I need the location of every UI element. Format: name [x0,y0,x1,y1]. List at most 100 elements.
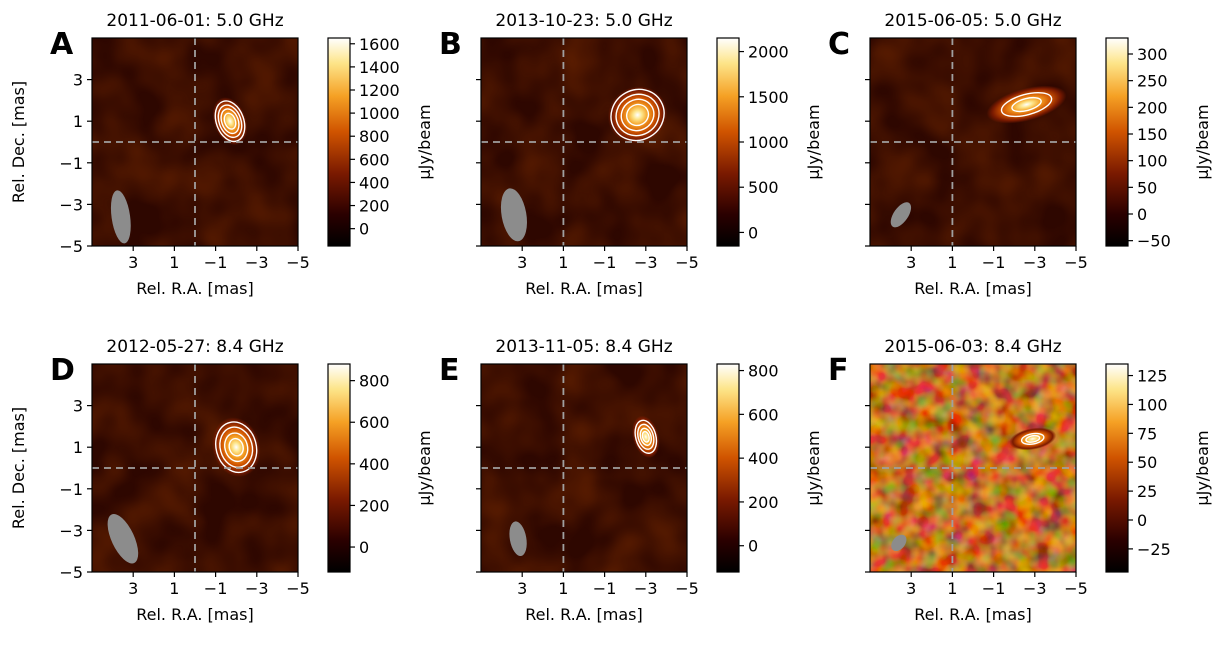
x-tick-label: 3 [128,253,138,272]
y-axis-label: Rel. Dec. [mas] [9,407,28,529]
x-tick-label: −5 [286,579,310,598]
colorbar [328,38,350,246]
colorbar-label: μJy/beam [804,104,823,179]
x-tick-label: 1 [169,253,179,272]
colorbar-tick-label: 1000 [748,133,789,152]
colorbar-tick-label: 200 [359,197,390,216]
source-emission [1009,427,1057,451]
colorbar-label: μJy/beam [415,430,434,505]
y-tick-label: 1 [73,438,83,457]
colorbar-tick-label: 0 [748,537,758,556]
plot-area [92,38,298,246]
x-tick-label: 1 [558,253,568,272]
x-tick-label: −1 [982,579,1006,598]
plot-frame [91,363,299,573]
plot-frame [869,363,1077,573]
x-tick-label: −1 [593,579,617,598]
colorbar-tick-label: 1400 [359,58,400,77]
plot-area [481,38,687,246]
x-tick-label: −5 [1064,253,1088,272]
x-tick-label: 1 [947,579,957,598]
contour-2 [1025,434,1041,443]
panel-letter: A [50,27,74,62]
beam-ellipse [110,190,131,244]
colorbar-tick-label: 200 [1137,98,1168,117]
colorbar-tick-label: 125 [1137,367,1168,386]
x-tick-label: 1 [947,253,957,272]
colorbar-label: μJy/beam [1193,104,1212,179]
colorbar-tick-label: 50 [1137,453,1157,472]
colorbar [1106,38,1128,246]
colorbar-tick-label: −25 [1137,540,1171,559]
colorbar-tick-label: 800 [359,127,390,146]
colorbar-tick-label: 200 [748,493,779,512]
colorbar-label: μJy/beam [1193,430,1212,505]
y-tick-label: −1 [59,154,83,173]
x-tick-label: 3 [517,253,527,272]
colorbar-tick-label: 600 [748,405,779,424]
colorbar-tick-label: 500 [748,178,779,197]
contour-2 [217,104,243,139]
colorbar-tick-label: 1600 [359,35,400,54]
contour-2 [1011,96,1042,113]
beam-ellipse [509,521,527,557]
colorbar-tick-label: 2000 [748,43,789,62]
contour-3 [620,98,655,132]
colorbar-frame [1105,37,1129,247]
y-tick-label: −3 [59,195,83,214]
colorbar-tick-label: 600 [359,150,390,169]
x-axis-label: Rel. R.A. [mas] [136,279,254,298]
x-tick-label: −5 [675,253,699,272]
contour-4 [625,103,650,127]
plot-area [481,364,687,572]
colorbar-tick-label: 400 [748,449,779,468]
colorbar-label: μJy/beam [804,430,823,505]
colorbar-frame [1105,363,1129,573]
plot-area [870,38,1076,246]
colorbar-tick-label: 0 [359,538,369,557]
x-tick-label: −5 [286,253,310,272]
panel-c: 2015-06-05: 5.0 GHz C 3 1 −1 −3 −5 Rel. R.A. [m… [828,11,1212,298]
panel-letter: F [828,353,849,388]
contour-1 [215,421,258,474]
colorbar-frame [716,363,740,573]
panel-a: 2011-06-01: 5.0 GHz A 3 1 −1 −3 −5 3 1 −1 −3 −5 Rel.… [9,11,434,298]
colorbar-tick-label: 100 [1137,152,1168,171]
colorbar-tick-label: 75 [1137,424,1157,443]
x-tick-label: −1 [593,253,617,272]
panel-title: 2011-06-01: 5.0 GHz [106,11,283,31]
x-tick-label: −1 [982,253,1006,272]
contour-1 [634,419,658,454]
x-tick-label: −3 [634,253,658,272]
panel-letter: D [50,353,75,388]
colorbar-tick-label: 150 [1137,125,1168,144]
colorbar-tick-label: 1500 [748,88,789,107]
contour-2 [637,423,655,450]
colorbar-frame [327,363,351,573]
y-tick-label: −5 [59,237,83,256]
colorbar-tick-label: 800 [748,362,779,381]
x-tick-label: −3 [245,579,269,598]
plot-frame [869,37,1077,247]
colorbar-tick-label: 50 [1137,178,1157,197]
contour-1 [1020,432,1045,445]
x-axis-label: Rel. R.A. [mas] [525,605,643,624]
contour-4 [228,437,244,457]
y-tick-label: −1 [59,480,83,499]
colorbar-tick-label: 300 [1137,45,1168,64]
plot-frame [480,37,688,247]
x-tick-label: −1 [204,579,228,598]
x-tick-label: 3 [906,579,916,598]
contour-1 [610,88,665,142]
colorbar-tick-label: 100 [1137,395,1168,414]
x-tick-label: −1 [204,253,228,272]
panel-f: 2015-06-03: 8.4 GHz F 3 1 −1 −3 −5 Rel. R.A. [m… [828,337,1212,624]
colorbar-tick-label: 400 [359,455,390,474]
y-axis-label: Rel. Dec. [mas] [9,81,28,203]
colorbar-tick-label: 1200 [359,81,400,100]
colorbar-tick-label: 0 [748,223,758,242]
colorbar [717,364,739,572]
colorbar-tick-label: 0 [1137,205,1147,224]
contour-2 [219,426,254,468]
